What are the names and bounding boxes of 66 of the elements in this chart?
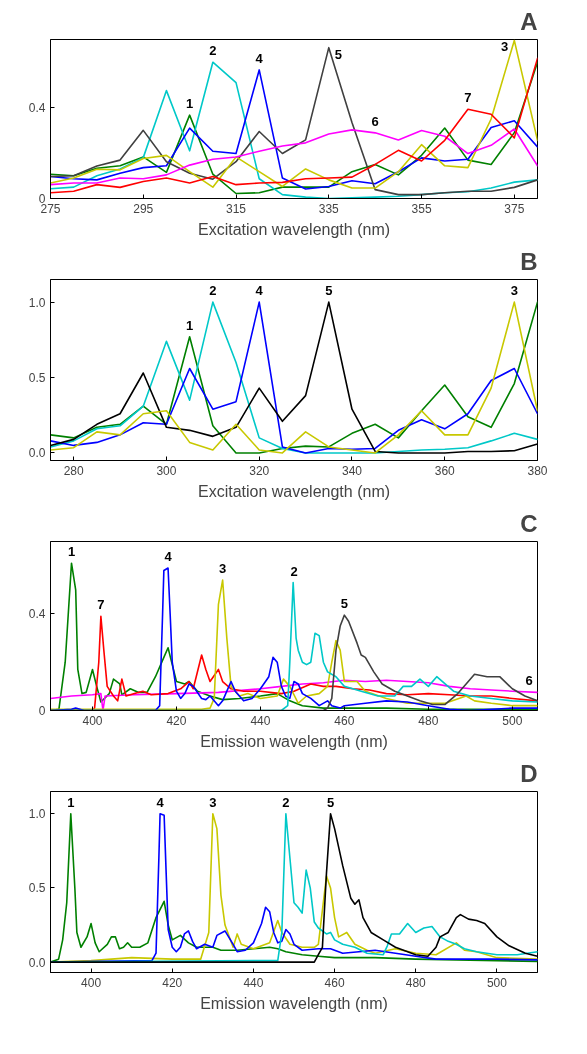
annotation: 6 [525,673,533,689]
x-tick-label: 375 [504,201,525,216]
annotation: 3 [219,561,227,577]
annotation: 4 [255,283,264,299]
x-tick-label: 280 [63,463,85,478]
x-tick-label: 360 [434,463,456,478]
y-tick-label: 0.5 [28,371,46,386]
annotation: 4 [164,549,173,565]
y-tick-label: 1.0 [28,295,46,310]
x-tick-label: 460 [334,713,355,728]
annotation: 7 [464,90,472,106]
annotation: 1 [67,544,76,560]
y-tick-label: 0.0 [28,446,46,461]
chart-title: D [520,759,538,787]
x-axis-title: Excitation wavelength (nm) [197,220,391,238]
annotation: 1 [186,317,194,333]
x-tick-label: 335 [318,201,340,216]
x-tick-label: 320 [249,463,270,478]
chart-title: B [520,247,538,275]
annotation: 2 [290,563,298,579]
x-tick-label: 420 [162,975,183,990]
y-tick-label: 0.0 [28,955,46,970]
annotation: 5 [340,596,348,612]
x-axis-title: Excitation wavelength (nm) [197,482,391,500]
line-series [50,128,538,186]
chart-title: C [520,509,538,537]
annotation: 3 [209,794,217,810]
annotation: 1 [67,794,75,810]
annotation: 7 [97,597,105,613]
x-tick-label: 420 [166,713,187,728]
x-tick-label: 440 [243,975,264,990]
annotation: 2 [209,43,217,59]
x-tick-label: 440 [250,713,271,728]
y-tick-label: 1.0 [28,807,46,822]
annotation: 1 [186,96,194,112]
y-tick-label: 0 [38,192,46,206]
x-tick-label: 480 [418,713,439,728]
x-axis-title: Emission wavelength (nm) [200,732,388,750]
y-tick-label: 0.4 [28,607,46,622]
annotation: 5 [325,283,333,299]
annotation: 5 [326,794,335,810]
x-tick-label: 400 [81,975,102,990]
x-tick-label: 380 [527,463,548,478]
x-tick-label: 460 [324,975,345,990]
y-tick-label: 0 [38,704,46,718]
annotation: 3 [501,39,509,55]
y-tick-label: 0.5 [28,881,46,896]
annotation: 5 [334,46,343,62]
annotation: 3 [510,283,518,299]
x-tick-label: 340 [341,463,363,478]
x-tick-label: 500 [486,975,508,990]
x-axis-title: Emission wavelength (nm) [200,994,388,1012]
annotation: 4 [255,50,264,66]
x-tick-label: 355 [411,201,432,216]
annotation: 2 [282,794,290,810]
x-tick-label: 315 [226,201,247,216]
y-tick-label: 0.4 [28,101,46,116]
chart-title: A [520,7,538,35]
x-tick-label: 295 [133,201,154,216]
annotation: 4 [156,794,165,810]
x-tick-label: 300 [156,463,177,478]
annotation: 2 [209,283,217,299]
x-tick-label: 500 [502,713,523,728]
x-tick-label: 400 [82,713,103,728]
x-tick-label: 480 [405,975,427,990]
annotation: 6 [371,113,379,129]
